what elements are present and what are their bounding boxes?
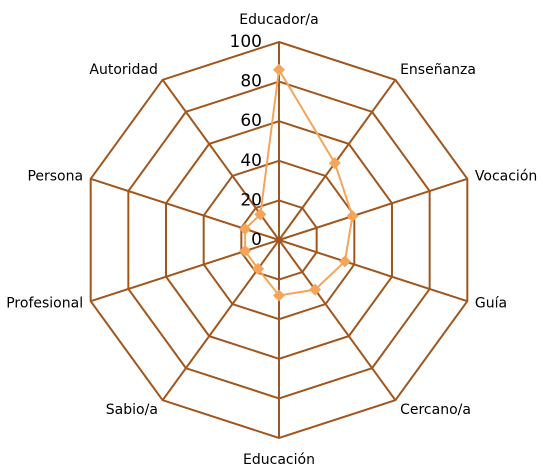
data-point (328, 157, 341, 170)
category-label: Sabio/a (106, 402, 158, 418)
axis-spoke (278, 239, 397, 401)
y-tick-label: 100 (230, 32, 262, 52)
data-point (309, 283, 322, 296)
data-point (239, 222, 252, 235)
y-tick-label: 80 (240, 72, 262, 92)
y-tick-label: 0 (251, 230, 262, 250)
y-tick-label: 60 (240, 111, 262, 131)
category-label: Guía (475, 296, 507, 312)
data-point (346, 210, 359, 223)
y-tick-label: 40 (240, 151, 262, 171)
category-label: Vocación (475, 168, 537, 184)
data-point (254, 208, 267, 221)
axis-spoke (278, 239, 468, 303)
category-label: Autoridad (89, 62, 158, 78)
axis-spoke (278, 177, 468, 241)
category-label: Educación (243, 452, 315, 468)
category-label: Profesional (6, 296, 83, 312)
data-point (239, 245, 252, 258)
data-point (252, 262, 265, 275)
category-label: Educador/a (239, 12, 318, 28)
category-label: Cercano/a (400, 402, 471, 418)
data-point (273, 63, 285, 76)
category-label: Enseñanza (400, 62, 476, 78)
series-line (244, 66, 354, 297)
axis-spoke (161, 239, 280, 401)
category-label: Persona (27, 168, 83, 184)
y-tick-label: 20 (240, 190, 262, 210)
data-point (338, 255, 351, 268)
data-point (273, 289, 285, 302)
